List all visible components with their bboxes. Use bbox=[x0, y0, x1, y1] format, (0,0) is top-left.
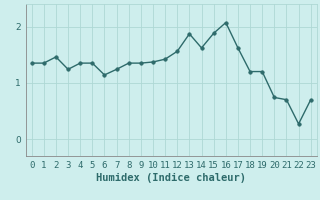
X-axis label: Humidex (Indice chaleur): Humidex (Indice chaleur) bbox=[96, 173, 246, 183]
